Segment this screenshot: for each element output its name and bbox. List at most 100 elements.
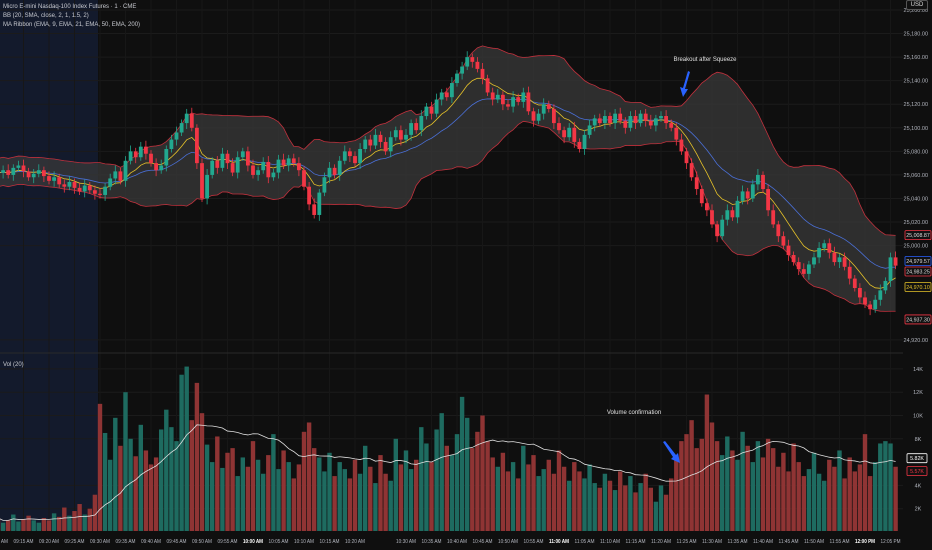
candle-body (847, 266, 852, 279)
volume-bar (796, 462, 801, 532)
volume-bar (153, 457, 159, 532)
price-tick-label: 25,100.00 (904, 126, 928, 132)
candle-body (103, 186, 107, 195)
time-tick-label: 11:50 AM (804, 539, 824, 545)
candle-body (546, 104, 551, 109)
candle-body (654, 118, 658, 126)
candle-body (246, 151, 250, 166)
volume-bar (179, 374, 184, 532)
volume-bar (276, 469, 281, 532)
candle-body (526, 92, 531, 112)
volume-bar (128, 438, 133, 532)
time-tick-label: 10:45 AM (473, 539, 493, 545)
time-tick-label: 11:30 AM (702, 539, 722, 545)
candle-body (801, 269, 806, 274)
volume-bar (434, 429, 439, 532)
candle-body (393, 130, 398, 138)
candle-body (169, 139, 174, 150)
price-tag-label: 24,979.57 (906, 259, 930, 265)
candle-body (475, 61, 480, 69)
candle-body (618, 113, 623, 121)
candle-body (373, 134, 378, 146)
legend-volume[interactable]: Vol (20) (3, 362, 24, 368)
candle-body (883, 280, 888, 291)
volume-tick-label: 14K (913, 367, 923, 373)
volume-bar (31, 520, 36, 532)
annotation-volume: Volume confirmation (607, 410, 661, 416)
volume-bar (169, 427, 174, 532)
volume-bar (679, 441, 684, 532)
time-tick-label: 09:25 AM (65, 539, 85, 545)
price-tick-label: 25,180.00 (904, 32, 928, 38)
volume-bar (204, 444, 210, 532)
candle-body (684, 151, 689, 164)
price-tick-label: 25,000.00 (904, 244, 928, 250)
volume-bar (873, 462, 878, 532)
volume-tick-label: 8K (915, 437, 922, 443)
candle-body (312, 204, 317, 215)
volume-bar (465, 417, 470, 532)
candle-body (776, 224, 781, 237)
candle-body (108, 178, 113, 187)
volume-bar (730, 450, 735, 532)
candle-body (822, 243, 827, 248)
volume-bar (689, 420, 694, 532)
volume-bar (57, 516, 62, 532)
candle-body (327, 167, 332, 178)
candle-body (36, 170, 41, 174)
candle-body (521, 92, 526, 102)
volume-tick-label: 2K (915, 507, 922, 513)
candle-body (337, 160, 342, 175)
volume-ma-line (0, 424, 896, 521)
candle-body (771, 210, 776, 225)
candle-body (572, 127, 577, 142)
volume-bar (118, 445, 123, 532)
candle-body (628, 116, 633, 128)
time-tick-label: 10:20 AM (345, 539, 365, 545)
candle-body (541, 104, 546, 114)
time-tick-label: 09:50 AM (192, 539, 212, 545)
volume-bar (363, 445, 368, 532)
volume-bar (842, 478, 847, 532)
candle-body (414, 123, 419, 131)
volume-bar (199, 413, 205, 532)
volume-bar (368, 466, 373, 532)
time-tick-label: 10:15 AM (320, 539, 340, 545)
candle-body (439, 92, 444, 100)
candle-body (587, 125, 592, 135)
volume-bar (424, 443, 429, 532)
volume-bar (296, 464, 302, 532)
price-tick-label: 25,140.00 (904, 79, 928, 85)
legend-ma-ribbon[interactable]: MA Ribbon (EMA, 9, EMA, 21, EMA, 50, EMA… (3, 22, 141, 28)
volume-bar (383, 473, 388, 532)
candle-body (307, 186, 311, 205)
price-tag (904, 282, 932, 292)
volume-bar (235, 476, 240, 532)
volume-bar (750, 462, 755, 532)
volume-tick-label: 10K (913, 414, 923, 420)
candle-body (893, 257, 898, 266)
time-tick-label: 11:00 AM (549, 539, 569, 545)
ema-slow-line (0, 98, 896, 269)
candle-body (256, 170, 260, 175)
candle-body (77, 187, 82, 192)
candle-body (868, 304, 872, 310)
price-tag (904, 230, 932, 241)
candle-body (689, 163, 694, 178)
price-tag-label: 24,970.10 (906, 285, 930, 291)
candle-body (842, 257, 847, 267)
volume-bar (852, 471, 857, 532)
currency-button[interactable]: USD (906, 0, 928, 10)
candle-body (557, 123, 561, 131)
candle-body (286, 158, 291, 166)
candle-body (368, 139, 373, 146)
volume-bar (709, 422, 715, 532)
candle-body (179, 123, 184, 133)
candle-body (633, 116, 638, 124)
candle-body (174, 132, 179, 140)
candle-body (240, 151, 245, 158)
volume-bar (699, 438, 704, 532)
legend-bollinger[interactable]: BB (20, SMA, close, 2, 1, 1.5, 2) (3, 13, 89, 19)
volume-bar (791, 443, 796, 532)
